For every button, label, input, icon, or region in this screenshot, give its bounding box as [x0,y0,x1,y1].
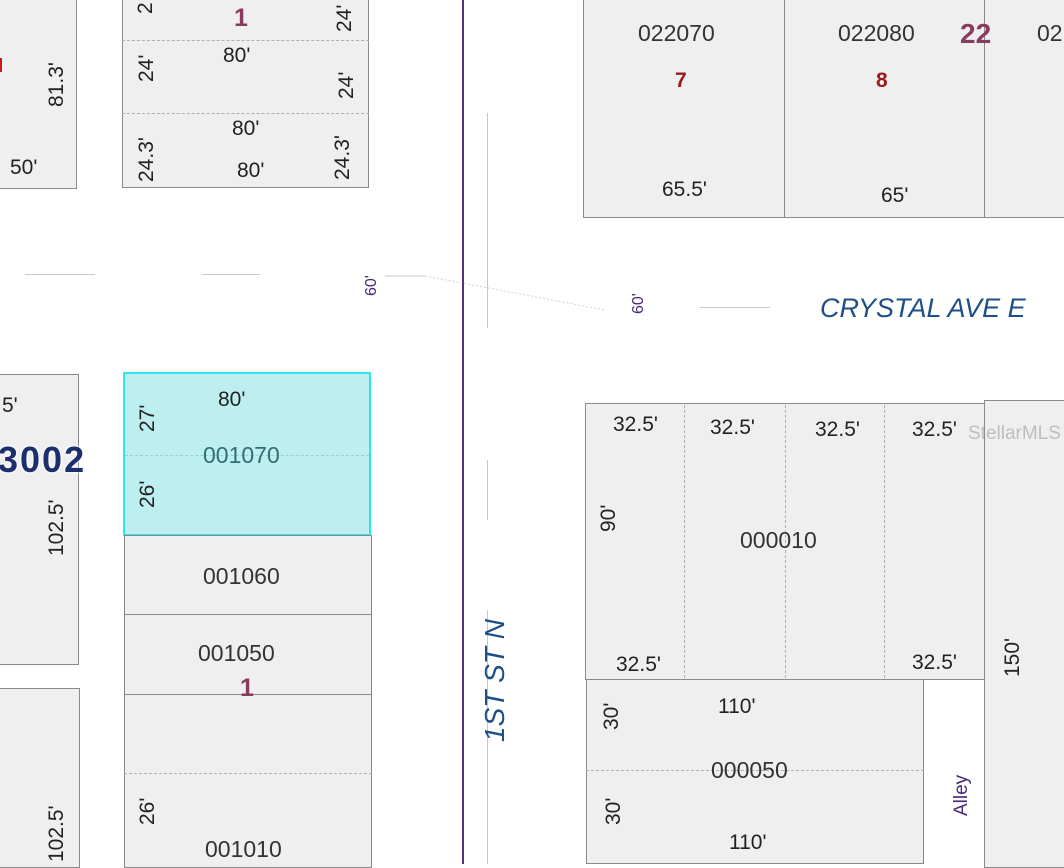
street-label-1st-st: 1ST ST N [479,619,510,742]
row-width-label: 60' [363,275,380,296]
parcel-middle-left[interactable] [0,374,79,665]
road-edge [25,274,95,275]
road-centerline [462,0,464,864]
watermark: StellarMLS [968,423,1061,444]
lot-line [884,405,885,678]
dimension-label: 32.5' [912,651,957,674]
lot-line [124,773,372,774]
parcel-id: 000050 [711,757,788,783]
parcel-edge-top-right[interactable] [984,0,1064,218]
dimension-label: 110' [729,831,767,854]
dimension-label: 26' [136,480,159,508]
dimension-label: 102.5' [45,499,68,556]
parcel-022070[interactable] [583,0,785,218]
parcel-id-selected: 001070 [203,442,280,468]
selected-parcel-001070[interactable] [123,372,371,536]
parcel-022080[interactable] [784,0,985,218]
dimension-label: 90' [597,504,620,532]
lot-line [785,405,786,678]
dimension-label: 27' [136,404,159,432]
lot-mark [0,58,2,72]
lot-line [684,405,685,678]
road-edge [487,113,488,328]
lot-line [125,455,369,456]
dimension-label: 24' [333,4,356,32]
road-edge [487,610,488,864]
dimension-label: 110' [718,695,756,718]
parcel-000050[interactable] [586,679,924,864]
dimension-label: 80' [218,388,246,411]
row-width-label: 60' [630,293,647,314]
dimension-label: 32.5' [815,418,860,441]
dimension-label: 32.5' [613,413,658,436]
parcel-id: 001060 [203,563,280,589]
dimension-label: 32.5' [616,653,661,676]
dimension-label: 2 [134,2,157,14]
dimension-label: 24.3' [135,137,158,182]
road-edge [487,460,488,520]
dimension-label: 81.3' [45,62,68,107]
dimension-label: 24.3' [331,135,354,180]
alley-label: Alley [951,774,972,816]
parcel-001050[interactable] [124,614,372,695]
block-number-partial: 3002 [0,439,87,480]
parcel-001060[interactable] [124,535,372,615]
lot-number: 8 [876,69,888,92]
dimension-label: 32.5' [912,418,957,441]
lot-line [122,40,369,41]
dimension-label: 102.5' [45,805,68,862]
road-edge [202,274,260,275]
dimension-label: 65' [881,184,909,207]
dimension-label: 50' [10,156,38,179]
parcel-id: 001050 [198,640,275,666]
block-number: 22 [960,18,992,49]
dimension-label: 80' [232,117,260,140]
parcel-top-far-left[interactable] [0,0,77,189]
dimension-label: 32.5' [710,416,755,439]
parcel-id: 02 [1037,20,1063,46]
parcel-top-left-block[interactable] [122,0,369,188]
lot-line [122,113,369,114]
parcel-id: 022070 [638,20,715,46]
dimension-label: 5' [2,394,18,417]
lot-line [586,770,924,771]
dimension-label: 30' [602,797,625,825]
parcel-id: 001010 [205,836,282,862]
dimension-label: 30' [600,702,623,730]
dimension-label: 24' [335,71,358,99]
block-number: 1 [234,4,248,32]
dimension-label: 24' [135,54,158,82]
block-number: 1 [240,674,254,702]
parcel-bottom-left[interactable] [0,688,80,868]
parcel-edge-right[interactable] [984,400,1064,868]
lot-number: 7 [675,69,687,92]
dimension-label: 150' [1001,637,1024,677]
road-edge [700,307,770,308]
dimension-label: 65.5' [662,178,707,201]
parcel-id: 000010 [740,527,817,553]
dimension-label: 80' [237,159,265,182]
parcel-001010[interactable] [124,694,372,868]
street-label-crystal-ave: CRYSTAL AVE E [820,293,1026,323]
parcel-id: 022080 [838,20,915,46]
dimension-label: 26' [136,797,159,825]
dimension-label: 80' [223,44,251,67]
